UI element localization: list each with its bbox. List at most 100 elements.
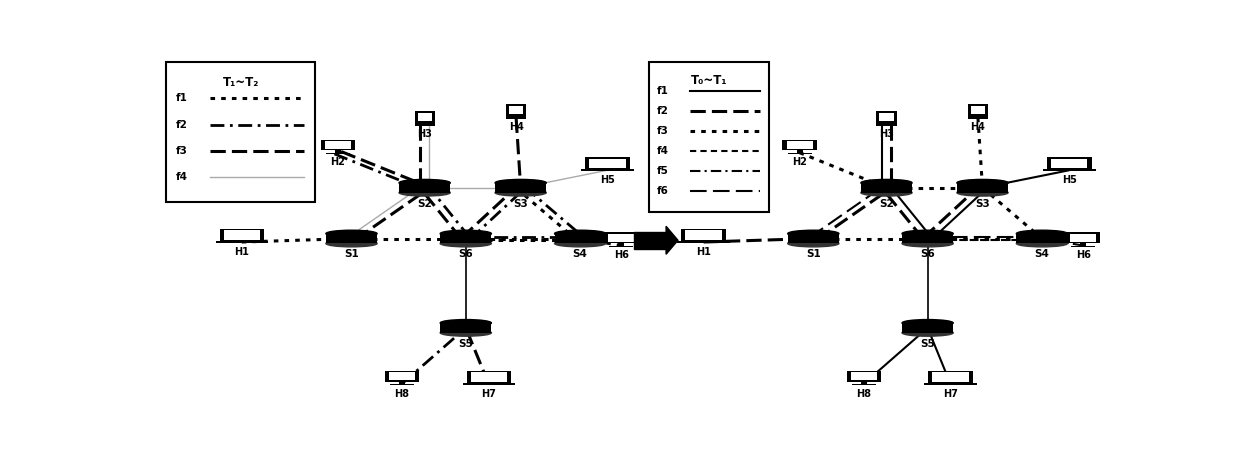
Ellipse shape xyxy=(902,329,953,336)
Bar xyxy=(608,234,634,242)
Bar xyxy=(861,183,912,192)
Bar xyxy=(783,140,817,151)
Bar xyxy=(1047,157,1092,169)
Ellipse shape xyxy=(440,319,492,326)
Bar xyxy=(471,372,507,382)
Bar xyxy=(219,229,264,241)
Text: S2: S2 xyxy=(880,198,893,208)
Ellipse shape xyxy=(555,230,606,237)
Bar xyxy=(326,233,377,243)
Ellipse shape xyxy=(440,230,492,237)
Bar xyxy=(216,241,268,243)
Bar xyxy=(924,383,976,385)
Bar xyxy=(861,381,866,384)
Text: T₀~T₁: T₀~T₁ xyxy=(691,74,727,87)
Bar xyxy=(321,140,354,151)
Text: H3: H3 xyxy=(418,129,432,139)
Text: H1: H1 xyxy=(696,247,711,257)
Bar xyxy=(788,233,839,243)
Bar xyxy=(678,241,730,243)
Text: S4: S4 xyxy=(1035,249,1049,259)
Bar xyxy=(797,150,803,153)
Text: S3: S3 xyxy=(513,198,528,208)
Bar xyxy=(590,159,626,168)
Text: f1: f1 xyxy=(176,93,188,103)
Bar xyxy=(335,150,341,153)
Text: H1: H1 xyxy=(234,247,249,257)
Text: S3: S3 xyxy=(975,198,990,208)
Text: T₁~T₂: T₁~T₂ xyxy=(223,76,259,89)
Bar xyxy=(440,233,492,243)
Bar xyxy=(618,243,624,246)
Bar xyxy=(787,141,813,149)
Text: f4: f4 xyxy=(176,172,188,182)
Ellipse shape xyxy=(496,179,546,186)
Bar xyxy=(681,229,726,241)
Bar xyxy=(1066,233,1100,243)
Ellipse shape xyxy=(440,329,492,336)
Text: S6: S6 xyxy=(921,249,935,259)
Text: S6: S6 xyxy=(458,249,473,259)
Ellipse shape xyxy=(326,230,377,237)
Ellipse shape xyxy=(496,189,546,196)
Bar xyxy=(902,323,953,333)
Text: H2: H2 xyxy=(792,157,807,167)
Text: S5: S5 xyxy=(458,339,473,349)
Text: S1: S1 xyxy=(344,249,359,259)
Text: H3: H3 xyxy=(878,129,893,139)
Ellipse shape xyxy=(902,319,953,326)
Polygon shape xyxy=(667,226,678,254)
Bar xyxy=(389,372,415,380)
Text: f3: f3 xyxy=(657,126,669,136)
Ellipse shape xyxy=(1016,240,1068,247)
Ellipse shape xyxy=(1016,230,1068,237)
Bar xyxy=(555,233,606,243)
Bar xyxy=(415,111,435,126)
Ellipse shape xyxy=(957,189,1009,196)
Bar xyxy=(326,153,349,154)
Text: H7: H7 xyxy=(481,389,496,399)
Bar xyxy=(610,246,633,247)
Bar xyxy=(876,111,897,126)
Text: S5: S5 xyxy=(921,339,935,349)
Ellipse shape xyxy=(788,240,839,247)
Bar xyxy=(605,233,638,243)
Bar xyxy=(928,371,973,383)
Bar xyxy=(399,183,450,192)
Text: H6: H6 xyxy=(613,250,628,260)
Text: H7: H7 xyxy=(943,389,958,399)
Text: H4: H4 xyxy=(970,122,985,132)
Ellipse shape xyxy=(861,179,912,186)
Text: f5: f5 xyxy=(657,166,669,176)
Bar xyxy=(1070,246,1095,247)
Bar xyxy=(957,183,1009,192)
Bar xyxy=(581,169,633,172)
Bar xyxy=(851,384,876,385)
Text: f2: f2 xyxy=(176,120,188,130)
Bar xyxy=(846,371,881,382)
Bar xyxy=(1080,243,1087,246)
Bar xyxy=(224,231,260,240)
Text: f1: f1 xyxy=(657,86,669,96)
Bar xyxy=(685,231,721,240)
Ellipse shape xyxy=(399,189,450,196)
Text: f3: f3 xyxy=(176,146,188,156)
Text: S1: S1 xyxy=(805,249,820,259)
Text: S2: S2 xyxy=(418,198,432,208)
Text: H4: H4 xyxy=(509,122,524,132)
Bar xyxy=(971,106,985,114)
Bar xyxy=(509,106,523,114)
Bar xyxy=(1070,234,1097,242)
FancyBboxPatch shape xyxy=(649,61,769,212)
Text: H2: H2 xyxy=(331,157,346,167)
Text: S4: S4 xyxy=(572,249,587,259)
Bar xyxy=(1051,159,1088,168)
Bar xyxy=(462,383,515,385)
Text: f6: f6 xyxy=(657,186,669,196)
Bar xyxy=(880,113,893,121)
Bar xyxy=(968,104,987,119)
Bar xyxy=(902,233,953,243)
Ellipse shape xyxy=(902,230,953,237)
Bar xyxy=(585,157,629,169)
Text: H5: H5 xyxy=(600,175,615,185)
